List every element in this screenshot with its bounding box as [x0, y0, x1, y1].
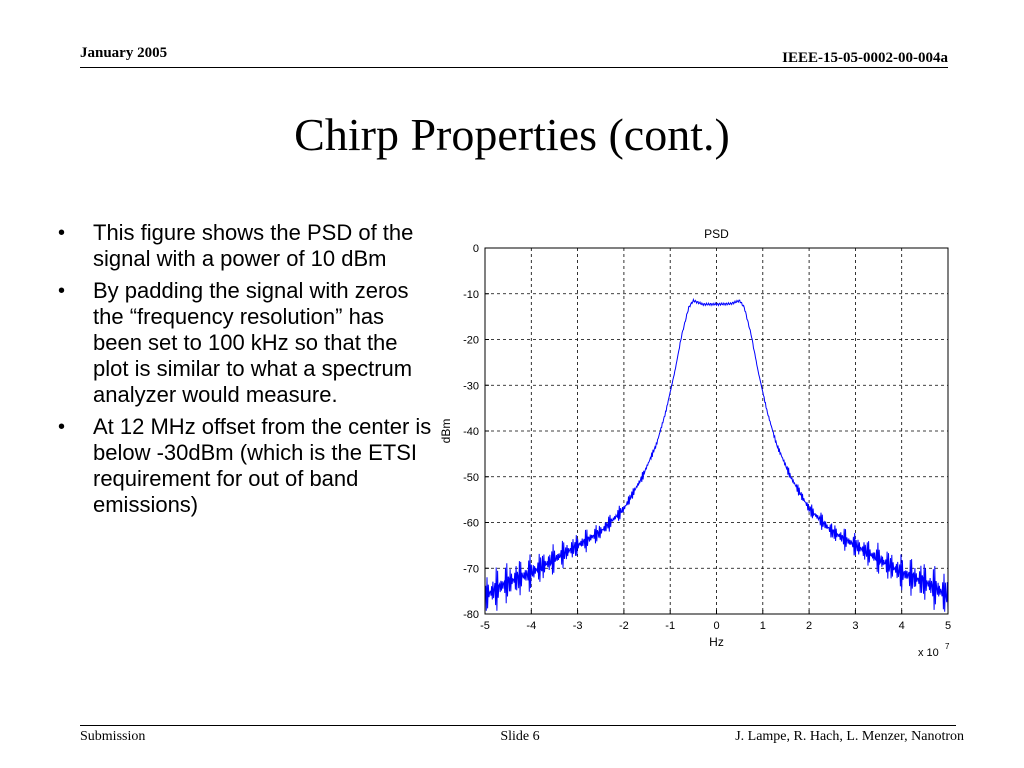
x-tick-label: 2 — [806, 620, 812, 632]
header-date: January 2005 — [80, 45, 168, 61]
x-tick-label: 1 — [760, 620, 766, 632]
x-tick-label: -4 — [526, 620, 536, 632]
y-tick-label: 0 — [473, 243, 479, 255]
bullet-dot-icon: • — [58, 416, 66, 438]
y-tick-label: -50 — [463, 472, 479, 484]
bullet-dot-icon: • — [58, 280, 66, 302]
header-doc-id: IEEE-15-05-0002-00-004a — [782, 50, 948, 66]
x-tick-label: 0 — [713, 620, 719, 632]
y-tick-label: -80 — [463, 609, 479, 621]
bullet-item: • By padding the signal with zeros the “… — [58, 278, 438, 408]
x-tick-label: -1 — [665, 620, 675, 632]
footer-submission: Submission — [80, 729, 146, 744]
x-tick-label: 4 — [899, 620, 905, 632]
x-tick-label: -2 — [619, 620, 629, 632]
psd-series-line — [484, 297, 949, 612]
slide-title: Chirp Properties (cont.) — [294, 109, 730, 160]
x-multiplier-exponent: 7 — [945, 642, 950, 651]
bullet-text: This figure shows the PSD of the signal … — [93, 220, 414, 271]
y-tick-label: -60 — [463, 518, 479, 530]
y-tick-label: -40 — [463, 426, 479, 438]
bullet-text: By padding the signal with zeros the “fr… — [93, 278, 413, 407]
x-multiplier-label: x 10 — [918, 647, 939, 659]
y-tick-label: -20 — [463, 335, 479, 347]
bullet-item: • At 12 MHz offset from the center is be… — [58, 414, 438, 518]
bullet-item: • This figure shows the PSD of the signa… — [58, 220, 438, 272]
chart-title: PSD — [704, 227, 729, 241]
y-tick-label: -10 — [463, 289, 479, 301]
x-tick-label: -5 — [480, 620, 490, 632]
footer-divider — [80, 725, 956, 726]
x-tick-label: 3 — [852, 620, 858, 632]
psd-chart: -5 -4 -3 -2 -1 0 1 2 3 4 50-10-20-30-40-50-60-70-8… — [439, 227, 951, 659]
footer-slide-number: Slide 6 — [500, 729, 540, 744]
bullet-list: • This figure shows the PSD of the signa… — [58, 220, 438, 524]
x-axis-label: Hz — [709, 635, 724, 649]
footer-authors: J. Lampe, R. Hach, L. Menzer, Nanotron — [735, 729, 964, 744]
y-axis-label: dBm — [439, 419, 453, 444]
header-divider — [80, 67, 948, 68]
y-tick-label: -70 — [463, 563, 479, 575]
bullet-text: At 12 MHz offset from the center is belo… — [93, 414, 432, 517]
x-tick-label: -3 — [573, 620, 583, 632]
bullet-dot-icon: • — [58, 222, 66, 244]
y-tick-label: -30 — [463, 380, 479, 392]
x-tick-label: 5 — [945, 620, 951, 632]
